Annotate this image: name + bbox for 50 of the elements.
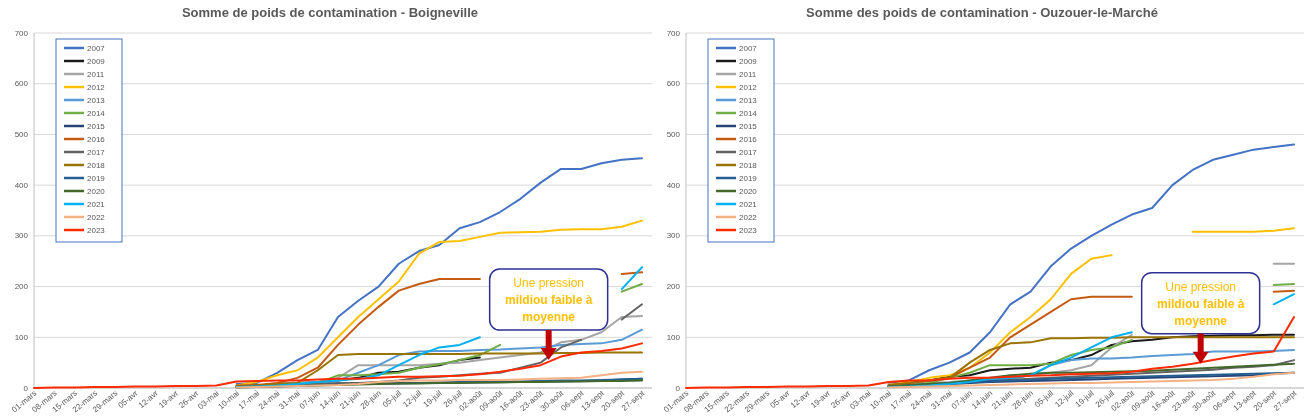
legend-label: 2011	[739, 69, 757, 79]
legend-label: 2009	[739, 56, 758, 66]
legend-label: 2016	[739, 134, 758, 144]
legend-label: 2022	[87, 212, 106, 222]
y-tick-label: 600	[666, 79, 681, 89]
legend-label: 2012	[739, 82, 758, 92]
y-tick-label: 200	[666, 282, 681, 292]
legend-label: 2017	[87, 147, 106, 157]
legend-label: 2013	[739, 95, 758, 105]
y-tick-label: 400	[666, 180, 681, 190]
y-tick-label: 200	[14, 282, 29, 292]
legend-label: 2007	[739, 43, 758, 53]
y-tick-label: 100	[14, 332, 29, 342]
legend-label: 2018	[739, 160, 758, 170]
y-tick-label: 0	[23, 383, 29, 393]
annotation: Une pression mildiou faible à moyenne	[1156, 279, 1245, 328]
legend-label: 2015	[739, 121, 758, 131]
y-tick-label: 700	[666, 28, 681, 38]
legend-label: 2014	[739, 108, 758, 118]
legend-label: 2011	[87, 69, 105, 79]
y-tick-label: 700	[14, 28, 29, 38]
legend-label: 2021	[87, 199, 106, 209]
chart-title: Somme des poids de contamination - Ouzouer-le-Marché	[806, 5, 1158, 20]
legend-label: 2015	[87, 121, 106, 131]
y-tick-label: 400	[14, 180, 29, 190]
legend-label: 2016	[87, 134, 106, 144]
y-tick-label: 100	[666, 332, 681, 342]
chart-title: Somme de poids de contamination - Boigneville	[181, 5, 479, 20]
legend-label: 2018	[87, 160, 106, 170]
legend-label: 2007	[87, 43, 106, 53]
legend-label: 2019	[739, 173, 758, 183]
y-tick-label: 300	[14, 231, 29, 241]
legend-label: 2020	[87, 186, 106, 196]
legend-label: 2014	[87, 108, 106, 118]
legend-label: 2021	[739, 199, 758, 209]
legend-label: 2017	[739, 147, 758, 157]
legend-label: 2023	[87, 225, 106, 235]
y-tick-label: 300	[666, 231, 681, 241]
legend-label: 2009	[87, 56, 106, 66]
legend-label: 2020	[739, 186, 758, 196]
y-tick-label: 500	[666, 129, 681, 139]
legend-label: 2019	[87, 173, 106, 183]
legend-label: 2012	[87, 82, 106, 92]
y-tick-label: 600	[14, 79, 29, 89]
legend-label: 2022	[739, 212, 758, 222]
legend-label: 2013	[87, 95, 106, 105]
y-tick-label: 0	[675, 383, 681, 393]
legend-label: 2023	[739, 225, 758, 235]
y-tick-label: 500	[14, 129, 29, 139]
annotation: Une pression mildiou faible à moyenne	[504, 276, 593, 325]
